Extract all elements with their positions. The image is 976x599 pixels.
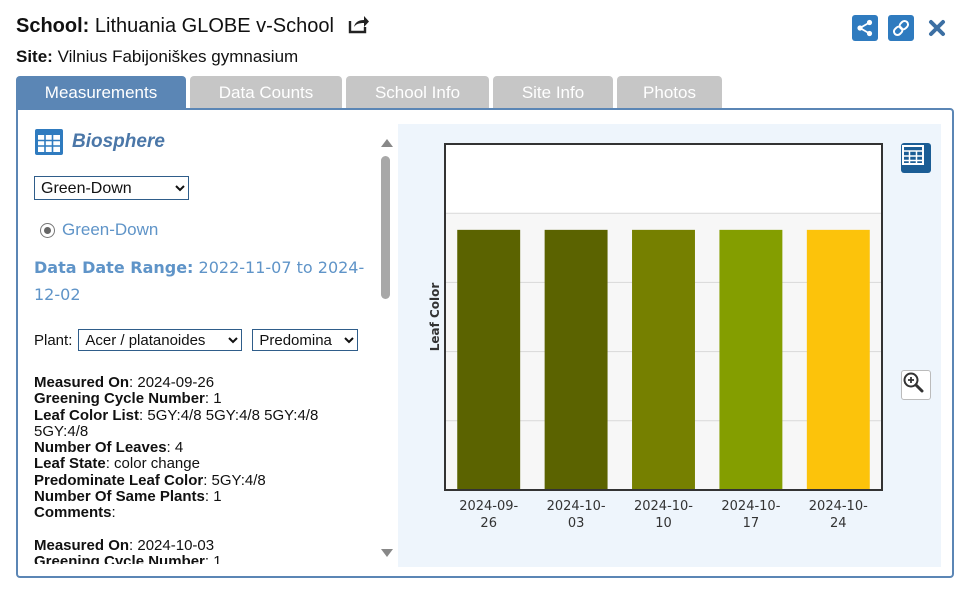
records-list: Measured On: 2024-09-26 Greening Cycle N… — [34, 374, 374, 564]
leaf-color-chart: 2024-09- 26 2024-10- 03 2024-10- 10 2024-10- 17… — [428, 143, 883, 531]
record-item: Measured On: 2024-09-26 Greening Cycle N… — [34, 374, 319, 522]
tab-measurements[interactable]: Measurements — [16, 76, 186, 108]
data-date-range: Data Date Range: 2022-11-07 to 2024-12-0… — [34, 254, 379, 308]
copy-link-button[interactable] — [888, 15, 914, 41]
plot-border — [444, 143, 883, 491]
x-tick-label: 26 — [480, 516, 497, 531]
share-icon — [857, 19, 873, 37]
table-icon — [902, 145, 924, 165]
site-line: Site: Vilnius Fabijoniškes gymnasium — [16, 47, 298, 67]
plant-select[interactable]: Acer / platanoides — [78, 329, 243, 351]
scroll-up-arrow[interactable] — [381, 139, 393, 147]
x-tick-label: 24 — [830, 516, 847, 531]
x-tick-label: 2024-10- — [634, 499, 693, 514]
tab-photos[interactable]: Photos — [617, 76, 722, 108]
bar — [632, 229, 695, 491]
protocol-title: Biosphere — [34, 128, 165, 156]
x-tick-label: 10 — [655, 516, 672, 531]
scroll-down-arrow[interactable] — [381, 549, 393, 557]
school-name: Lithuania GLOBE v-School — [94, 15, 334, 37]
bar — [719, 229, 783, 491]
x-tick-label: 2024-10- — [721, 499, 780, 514]
leaf-color-select[interactable]: Predomina — [252, 329, 359, 351]
zoom-button[interactable] — [901, 370, 931, 400]
list-scrollbar[interactable] — [378, 134, 393, 559]
x-tick-label: 17 — [743, 516, 760, 531]
table-icon — [35, 129, 63, 155]
x-tick-label: 2024-10- — [547, 499, 606, 514]
school-label: School: — [16, 15, 90, 37]
protocol-select[interactable]: Green-Down — [34, 176, 189, 200]
radio-label[interactable]: Green-Down — [62, 220, 159, 239]
bar — [457, 229, 521, 491]
scroll-thumb[interactable] — [381, 156, 390, 299]
x-tick-label: 2024-10- — [809, 499, 868, 514]
zoom-in-icon — [903, 372, 924, 393]
range-label: Data Date Range: — [34, 258, 194, 277]
plant-label: Plant: — [34, 331, 73, 349]
x-tick-label: 03 — [568, 516, 585, 531]
header-actions — [852, 15, 950, 41]
tab-bar: Measurements Data Counts School Info Sit… — [16, 76, 722, 108]
share-button[interactable] — [852, 15, 878, 41]
tab-school-info[interactable]: School Info — [346, 76, 489, 108]
external-link-icon[interactable] — [348, 14, 370, 40]
measurements-list[interactable]: Biosphere Green-Down Green-Down Data Dat… — [34, 124, 379, 564]
chart-area: 2024-09- 26 2024-10- 03 2024-10- 10 2024-10- 17… — [398, 124, 941, 567]
x-tick-label: 2024-09- — [459, 499, 518, 514]
plant-row: Plant: Acer / platanoides Predomina — [34, 329, 359, 351]
tab-data-counts[interactable]: Data Counts — [190, 76, 342, 108]
site-label: Site: — [16, 47, 53, 66]
protocol-radio[interactable]: Green-Down — [40, 220, 158, 240]
tab-site-info[interactable]: Site Info — [493, 76, 613, 108]
close-icon — [929, 20, 945, 36]
site-name: Vilnius Fabijoniškes gymnasium — [57, 47, 299, 66]
bar — [806, 229, 870, 491]
measurements-panel: Biosphere Green-Down Green-Down Data Dat… — [16, 108, 954, 578]
school-line: School: Lithuania GLOBE v-School — [16, 14, 370, 40]
y-axis-label: Leaf Color — [428, 283, 442, 352]
link-icon — [892, 19, 910, 37]
table-view-button[interactable] — [901, 143, 931, 173]
radio-button[interactable] — [40, 222, 55, 238]
protocol-name: Biosphere — [72, 131, 165, 152]
record-item: Measured On: 2024-10-03 Greening Cycle N… — [34, 536, 222, 564]
bar — [544, 229, 608, 491]
close-button[interactable] — [924, 15, 950, 41]
range-value: 2022-11-07 to 2024-12-02 — [34, 258, 365, 304]
